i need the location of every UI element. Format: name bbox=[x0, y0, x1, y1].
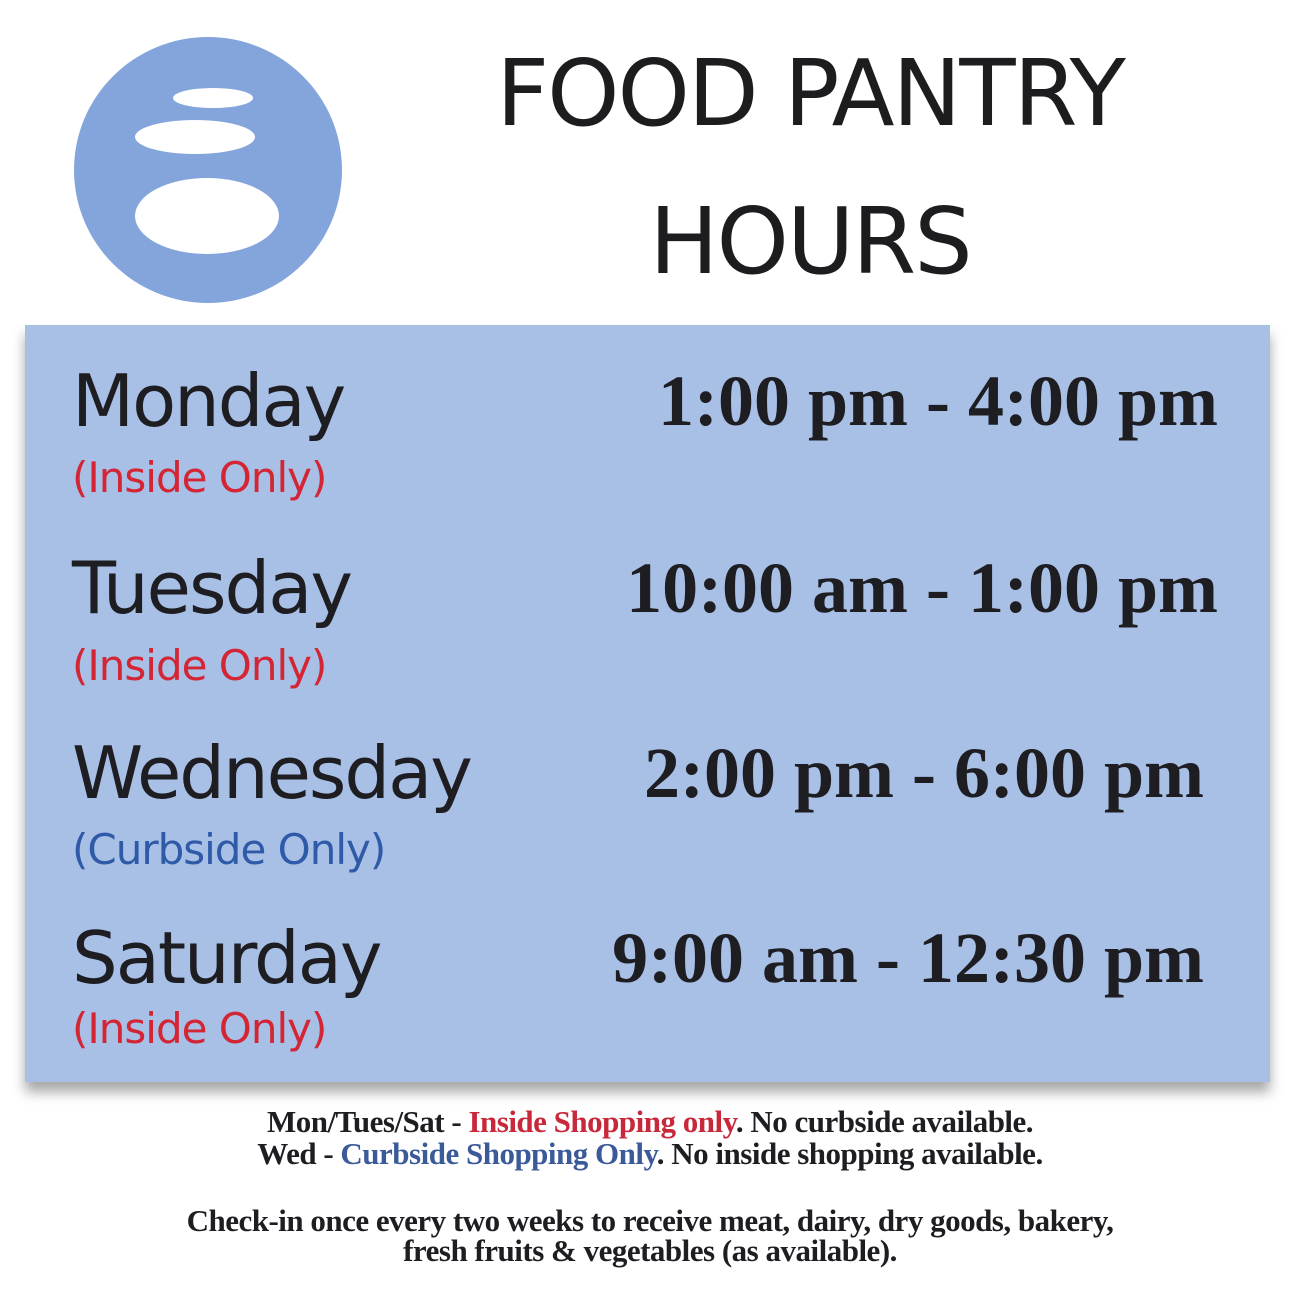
note-monday: (Inside Only) bbox=[72, 453, 327, 502]
time-monday: 1:00 pm - 4:00 pm bbox=[658, 361, 1218, 441]
day-wednesday: Wednesday bbox=[72, 731, 473, 815]
note-tuesday: (Inside Only) bbox=[72, 641, 327, 690]
footer-line-inside: Mon/Tues/Sat - Inside Shopping only. No … bbox=[0, 1106, 1300, 1138]
footer-highlight-inside: Inside Shopping only bbox=[468, 1104, 736, 1139]
day-monday: Monday bbox=[72, 359, 346, 443]
footer-highlight-curbside: Curbside Shopping Only bbox=[340, 1136, 657, 1171]
title-line-2: HOURS bbox=[649, 188, 972, 295]
time-tuesday: 10:00 am - 1:00 pm bbox=[626, 548, 1218, 628]
note-saturday: (Inside Only) bbox=[72, 1004, 327, 1053]
footer-suffix: . No inside shopping available. bbox=[656, 1136, 1043, 1171]
note-wednesday: (Curbside Only) bbox=[72, 825, 386, 874]
footer-prefix: Mon/Tues/Sat - bbox=[266, 1104, 469, 1139]
checkin-line-1: Check-in once every two weeks to receive… bbox=[186, 1203, 1114, 1238]
time-wednesday: 2:00 pm - 6:00 pm bbox=[644, 733, 1204, 813]
day-tuesday: Tuesday bbox=[72, 546, 353, 630]
stacked-stones-logo-icon bbox=[74, 37, 342, 303]
footer-prefix: Wed - bbox=[257, 1136, 341, 1171]
title-line-1: FOOD PANTRY bbox=[496, 40, 1126, 147]
day-saturday: Saturday bbox=[72, 916, 382, 1000]
checkin-line-2: fresh fruits & vegetables (as available)… bbox=[403, 1233, 897, 1268]
time-saturday: 9:00 am - 12:30 pm bbox=[612, 918, 1204, 998]
footer-suffix: . No curbside available. bbox=[735, 1104, 1034, 1139]
footer-line-curbside: Wed - Curbside Shopping Only. No inside … bbox=[0, 1138, 1300, 1170]
hours-panel bbox=[25, 325, 1270, 1082]
